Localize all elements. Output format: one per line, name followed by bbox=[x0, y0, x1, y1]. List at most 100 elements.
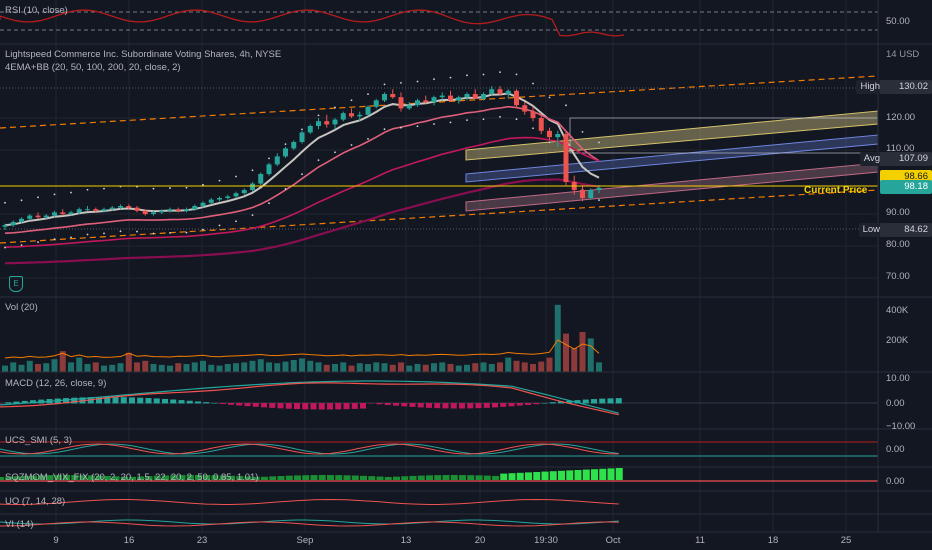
volume-ma bbox=[4, 339, 600, 359]
candle-body bbox=[241, 190, 247, 194]
macd-hist-bar bbox=[211, 402, 218, 404]
sqz-bar bbox=[178, 475, 186, 480]
x-tick: 9 bbox=[53, 535, 59, 546]
sqz-bar bbox=[236, 476, 244, 480]
candle-body bbox=[489, 89, 495, 94]
macd-hist-bar bbox=[607, 398, 614, 404]
sqz-bar bbox=[508, 473, 516, 480]
bb-lower-dot bbox=[70, 236, 72, 239]
candle-body bbox=[530, 111, 536, 118]
x-tick: 19:30 bbox=[534, 535, 558, 546]
sqz-bar bbox=[351, 475, 359, 480]
macd-hist-bar bbox=[318, 403, 325, 410]
macd-hist-bar bbox=[186, 400, 193, 404]
candle-body bbox=[514, 90, 519, 106]
bb-lower-dot bbox=[532, 127, 534, 130]
macd-hist-bar bbox=[112, 397, 119, 404]
bb-lower-dot bbox=[119, 230, 122, 233]
volume-bar bbox=[200, 360, 206, 372]
macd-hist-bar bbox=[500, 403, 507, 407]
candle-body bbox=[43, 215, 49, 218]
candle-body bbox=[19, 218, 24, 222]
candle-body bbox=[299, 132, 305, 142]
macd-hist-bar bbox=[137, 397, 144, 404]
macd-hist-bar bbox=[5, 402, 12, 404]
macd-hist-bar bbox=[615, 398, 622, 404]
sqz-bar bbox=[541, 471, 549, 480]
macd-hist-bar bbox=[450, 403, 457, 409]
sqz-bar bbox=[475, 475, 483, 480]
chart-title: Lightspeed Commerce Inc. Subordinate Vot… bbox=[5, 49, 282, 60]
sqz-bar bbox=[137, 476, 145, 480]
candle-body bbox=[439, 95, 445, 98]
avg-label: Avg bbox=[859, 152, 884, 166]
bb-upper-dot bbox=[350, 99, 353, 102]
volume-bar bbox=[76, 357, 83, 372]
bb-upper-dot bbox=[532, 82, 534, 85]
candle-body bbox=[555, 134, 561, 138]
rsi-pane bbox=[0, 9, 878, 37]
bb-upper-dot bbox=[598, 141, 600, 144]
macd-hist-bar bbox=[244, 403, 251, 407]
macd-hist-bar bbox=[261, 403, 267, 408]
sqz-bar bbox=[582, 469, 590, 480]
sqz-bar bbox=[566, 470, 574, 480]
macd-hist-bar bbox=[203, 402, 210, 404]
volume-bar bbox=[18, 364, 25, 372]
oscillator-panes bbox=[0, 441, 878, 527]
macd-hist-bar bbox=[162, 398, 168, 404]
sqz-bar bbox=[417, 475, 425, 480]
volume-bar bbox=[414, 364, 421, 372]
bb-upper-dot bbox=[70, 191, 72, 194]
candles bbox=[2, 86, 602, 230]
candle-body bbox=[93, 209, 99, 211]
bb-upper-dot bbox=[202, 183, 204, 186]
bb-upper-dot bbox=[218, 179, 221, 182]
macd-hist-bar bbox=[351, 403, 358, 409]
candle-body bbox=[456, 97, 462, 101]
sqz-bar bbox=[252, 476, 260, 480]
sqz-bar bbox=[467, 475, 475, 480]
grid-lines bbox=[0, 0, 878, 532]
candle-body bbox=[505, 90, 511, 94]
sqz-bar bbox=[96, 475, 103, 480]
volume-bar bbox=[241, 362, 248, 372]
volume-bar bbox=[332, 364, 338, 372]
sqz-bar bbox=[533, 472, 541, 480]
candle-body bbox=[357, 114, 363, 117]
sqz-bar bbox=[112, 476, 120, 480]
sqz-bar bbox=[0, 477, 4, 480]
bb-upper-dot bbox=[449, 76, 452, 79]
macd-hist-bar bbox=[516, 403, 523, 406]
macd-hist-bar bbox=[310, 403, 317, 410]
macd-hist-bar bbox=[401, 403, 408, 407]
candle-body bbox=[580, 190, 585, 198]
macd-hist-bar bbox=[549, 402, 556, 404]
candle-body bbox=[175, 209, 181, 211]
sqz-bar bbox=[335, 475, 343, 480]
macd-hist-bar bbox=[294, 403, 300, 410]
sqz-bar bbox=[285, 475, 293, 480]
earnings-icon[interactable]: E bbox=[9, 276, 23, 292]
bb-lower-dot bbox=[383, 128, 386, 131]
candle-body bbox=[68, 212, 74, 214]
sqz-bar bbox=[368, 476, 376, 480]
candle-body bbox=[184, 209, 189, 211]
x-tick: 23 bbox=[196, 535, 208, 546]
volume-bar bbox=[299, 358, 305, 372]
sqz-bar bbox=[574, 470, 582, 480]
candle-body bbox=[588, 190, 594, 198]
vi-title: VI (14) bbox=[5, 519, 34, 530]
candle-body bbox=[406, 105, 412, 109]
macd-pane bbox=[0, 380, 878, 416]
bb-lower-dot bbox=[334, 151, 336, 154]
candle-body bbox=[547, 130, 552, 138]
bb-lower-dot bbox=[416, 125, 419, 128]
macd-hist-bar bbox=[153, 398, 160, 404]
bb-lower-dot bbox=[350, 144, 353, 146]
bb-lower-dot bbox=[515, 118, 518, 121]
candle-body bbox=[10, 222, 16, 226]
sqz-bar bbox=[153, 475, 161, 480]
volume-bar bbox=[356, 363, 363, 372]
